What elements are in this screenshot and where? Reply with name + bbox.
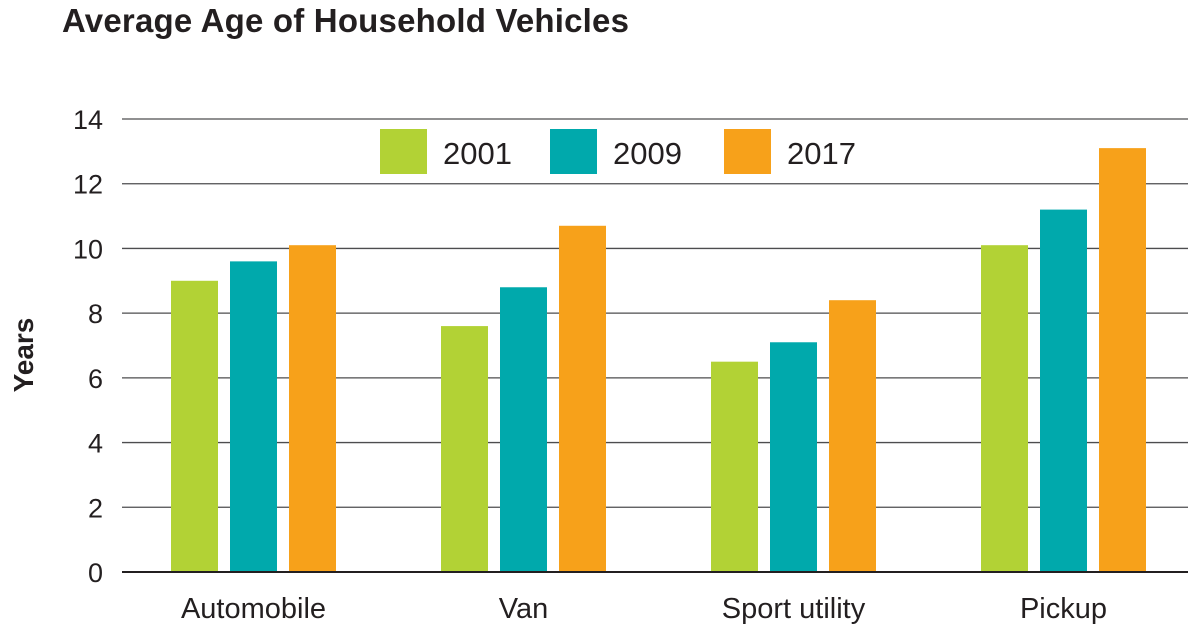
legend-swatch-2001 [380, 129, 427, 174]
legend-swatch-2009 [550, 129, 597, 174]
bar-pickup-2009 [1040, 209, 1087, 572]
y-tick-label: 10 [73, 234, 103, 264]
category-label: Automobile [181, 593, 326, 625]
y-tick-label: 6 [88, 364, 103, 394]
bar-automobile-2001 [171, 280, 218, 572]
y-tick-label: 8 [88, 299, 103, 329]
legend: 2001 2009 2017 [380, 129, 856, 174]
y-axis-label: Years [8, 318, 39, 393]
y-tick-label: 12 [73, 170, 103, 200]
bar-pickup-2017 [1099, 148, 1146, 572]
y-tick-label: 14 [73, 105, 103, 135]
category-label: Sport utility [722, 593, 866, 625]
category-labels: Automobile Van Sport utility Pickup [181, 593, 1107, 625]
chart-title: Average Age of Household Vehicles [62, 2, 630, 39]
y-tick-labels: 0 2 4 6 8 10 12 14 [73, 105, 103, 588]
bar-pickup-2001 [981, 245, 1028, 572]
gridlines [122, 118, 1188, 508]
bar-sport-utility-2009 [770, 342, 817, 572]
bar-automobile-2017 [289, 245, 336, 572]
category-label: Van [499, 593, 548, 625]
y-tick-label: 2 [88, 493, 103, 523]
bar-van-2009 [500, 287, 547, 572]
legend-swatch-2017 [724, 129, 771, 174]
bar-van-2017 [559, 225, 606, 572]
y-tick-label: 4 [88, 429, 103, 459]
bar-sport-utility-2001 [711, 361, 758, 572]
bar-van-2001 [441, 326, 488, 572]
category-label: Pickup [1020, 593, 1107, 625]
bar-automobile-2009 [230, 261, 277, 572]
legend-label: 2017 [787, 136, 856, 171]
legend-label: 2001 [443, 136, 512, 171]
bars [171, 148, 1146, 572]
bar-sport-utility-2017 [829, 300, 876, 572]
legend-label: 2009 [613, 136, 682, 171]
y-tick-label: 0 [88, 558, 103, 588]
